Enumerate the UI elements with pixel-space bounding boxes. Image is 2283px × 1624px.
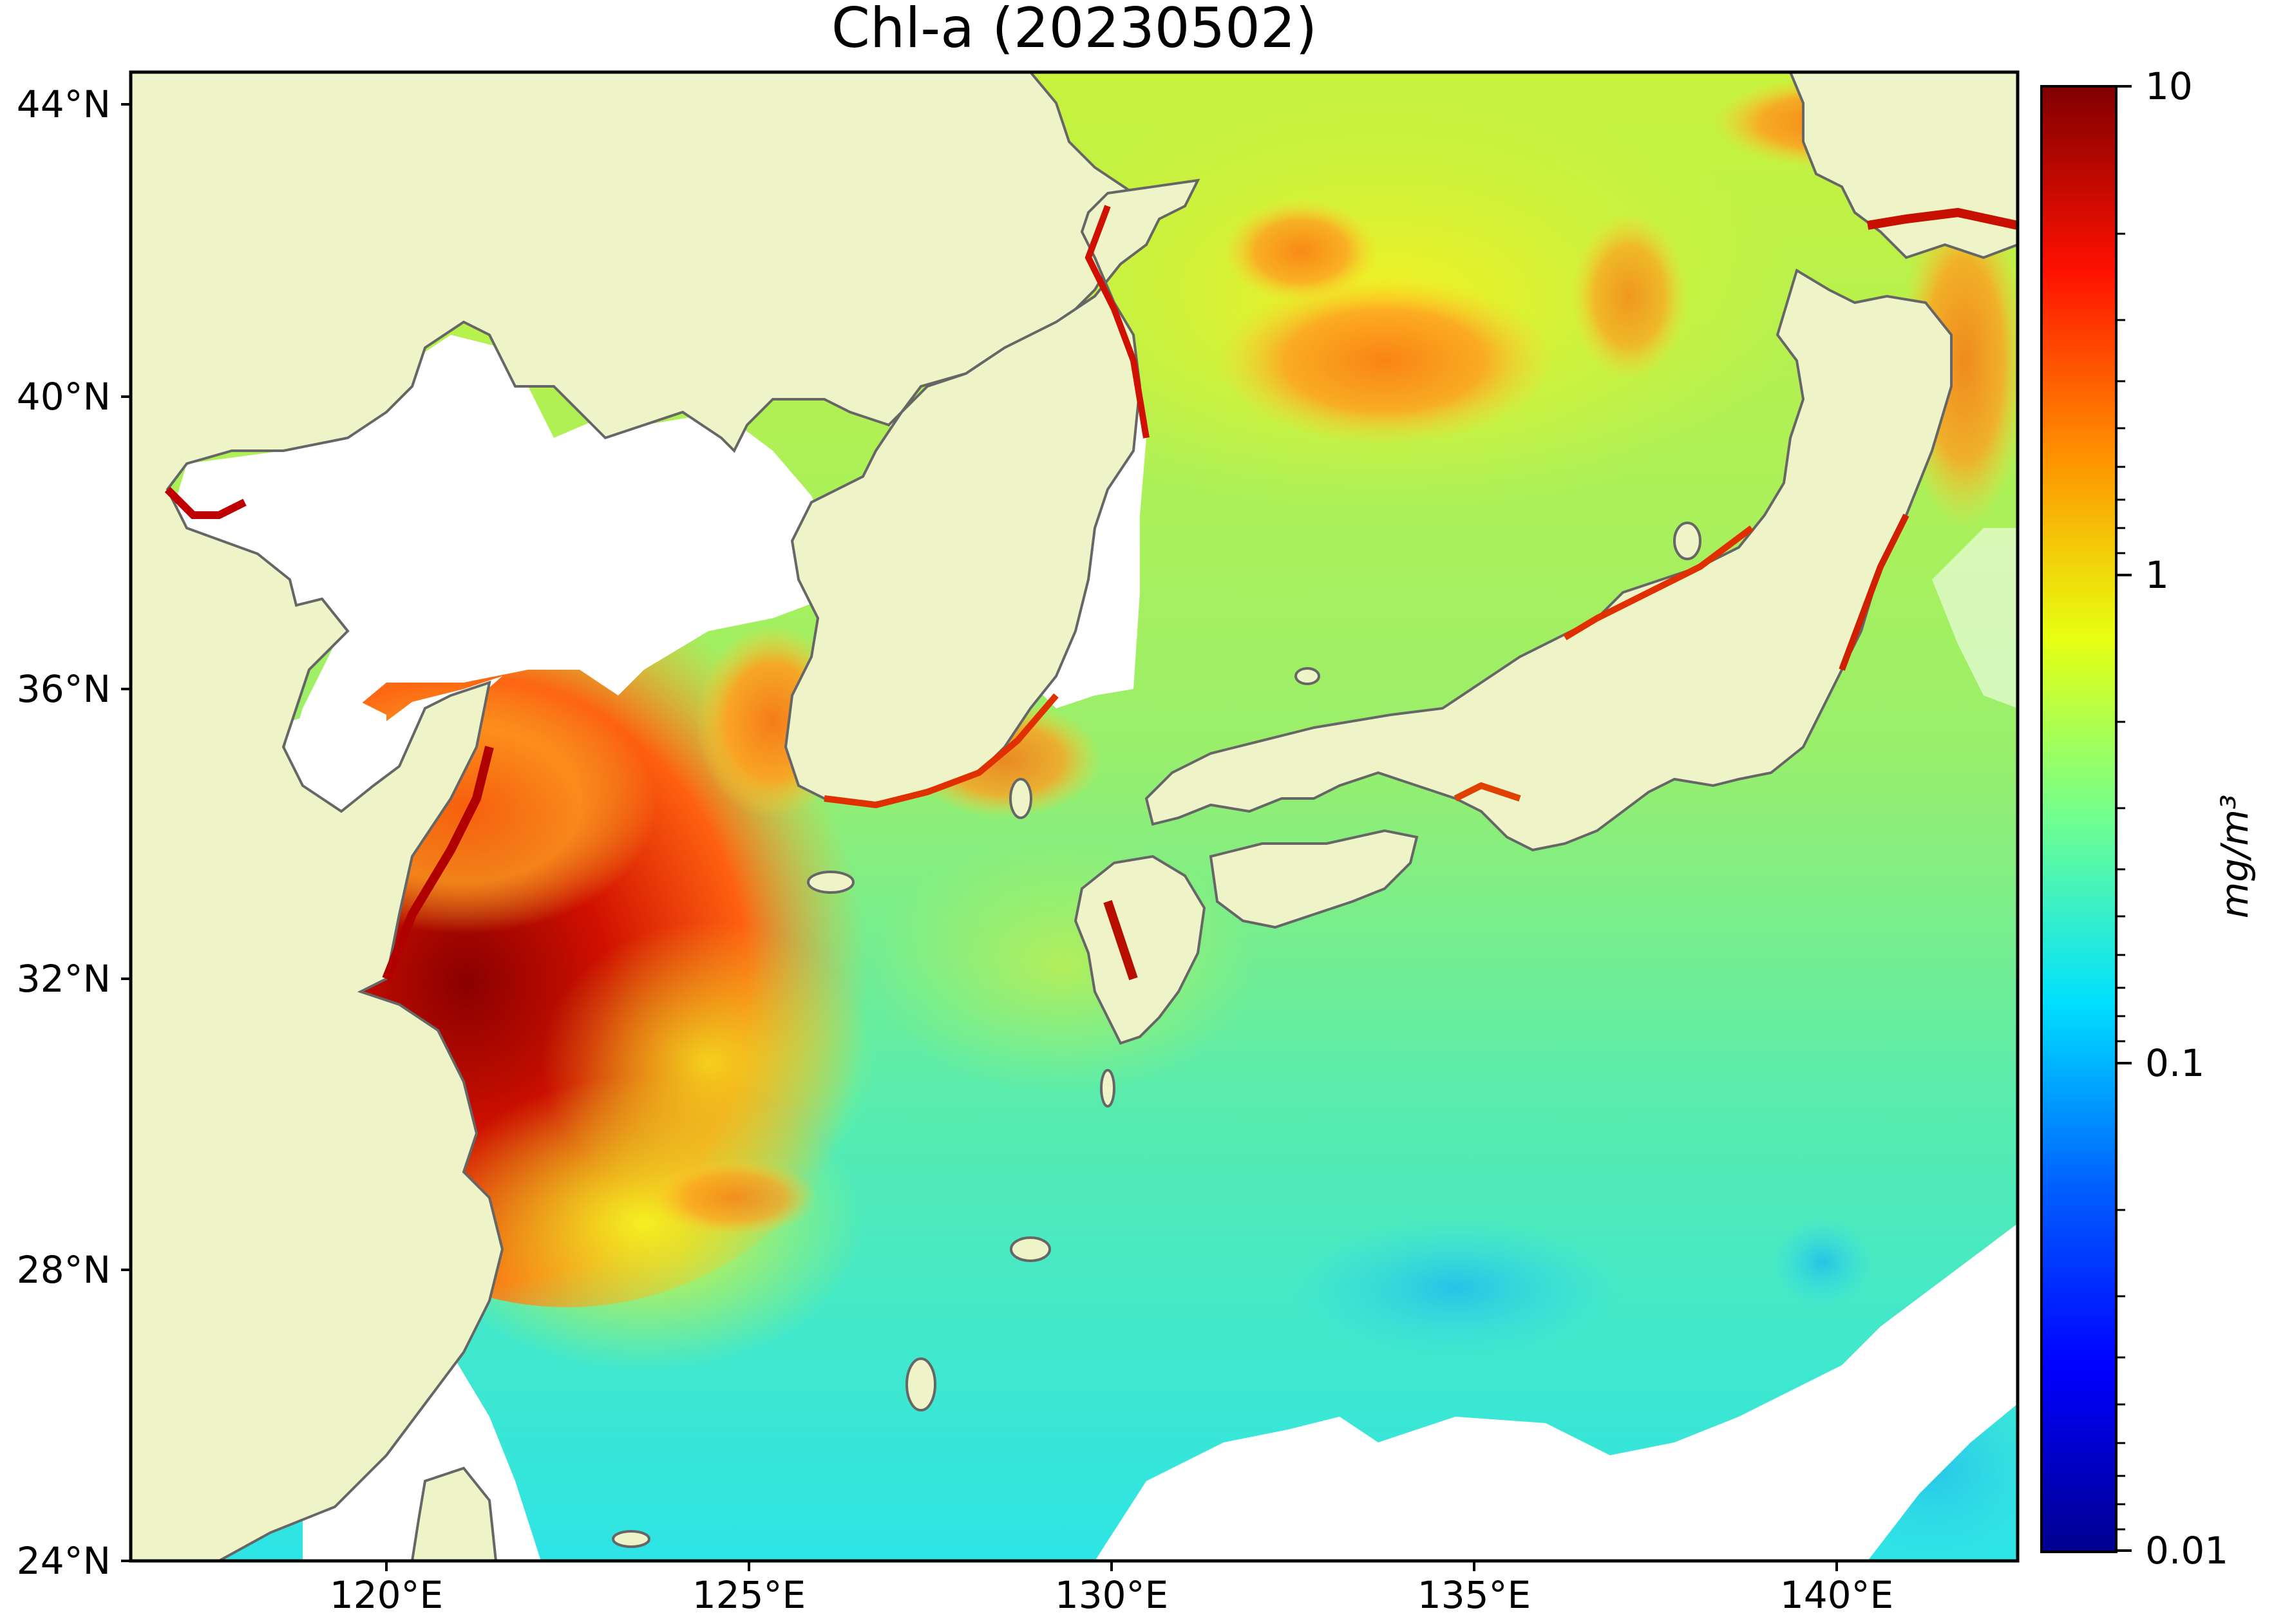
land-taiwan bbox=[410, 1466, 498, 1561]
land-shikoku bbox=[1209, 829, 1419, 929]
lat-label-24: 24°N bbox=[16, 1539, 111, 1583]
colorbar-label-0.1: 0.1 bbox=[2145, 1041, 2205, 1085]
colorbar-ticks bbox=[2116, 85, 2132, 1552]
colorbar-label-1: 1 bbox=[2145, 553, 2169, 597]
colorbar-label-10: 10 bbox=[2145, 64, 2193, 108]
colorbar bbox=[2040, 85, 2117, 1553]
longitude-ticks bbox=[385, 1561, 1838, 1571]
lon-label-120: 120°E bbox=[329, 1573, 444, 1617]
colorbar-label-0.01: 0.01 bbox=[2145, 1529, 2229, 1572]
lon-label-135: 135°E bbox=[1417, 1573, 1531, 1617]
lon-label-140: 140°E bbox=[1779, 1573, 1894, 1617]
lat-label-36: 36°N bbox=[16, 667, 111, 711]
lat-label-32: 32°N bbox=[16, 957, 111, 1001]
no-data-south bbox=[1095, 1223, 2018, 1561]
colorbar-unit: mg/m³ bbox=[2213, 794, 2257, 919]
map-title: Chl-a (20230502) bbox=[831, 0, 1318, 61]
latitude-ticks bbox=[121, 103, 131, 1562]
lon-label-125: 125°E bbox=[692, 1573, 806, 1617]
low-chl-patch bbox=[1288, 1217, 1623, 1359]
lat-label-28: 28°N bbox=[16, 1248, 111, 1292]
lon-label-130: 130°E bbox=[1054, 1573, 1169, 1617]
lat-label-44: 44°N bbox=[16, 82, 111, 126]
land-korea bbox=[784, 178, 1200, 807]
plot-frame bbox=[129, 70, 2020, 1563]
lat-label-40: 40°N bbox=[16, 375, 111, 419]
